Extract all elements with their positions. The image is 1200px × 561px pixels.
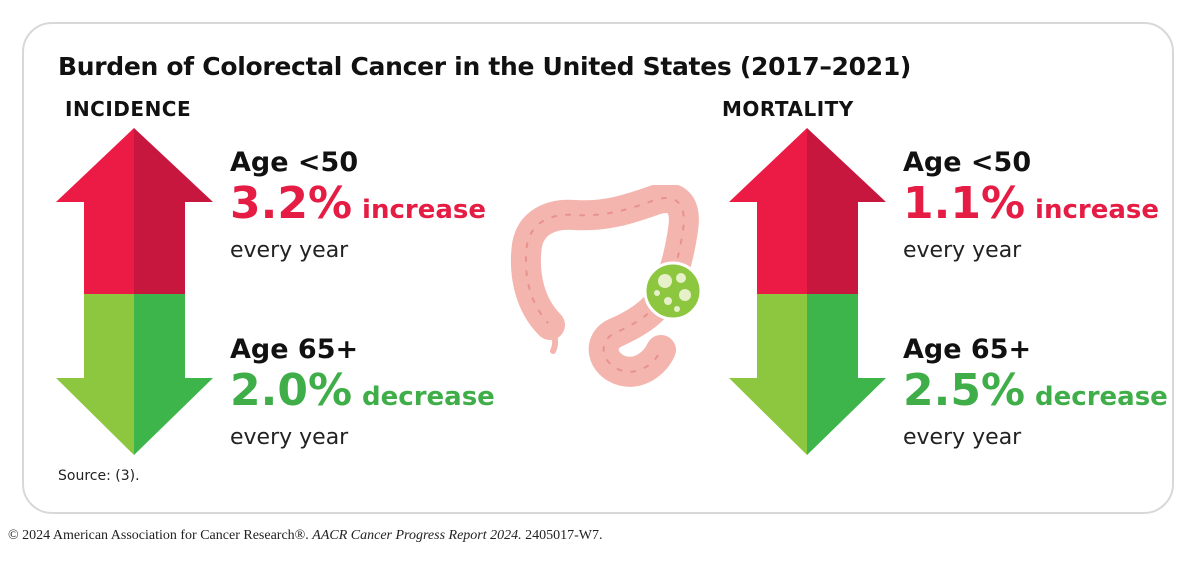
footer-code: 2405017-W7. — [521, 528, 603, 543]
mortality-old-age: Age 65+ — [903, 334, 1032, 365]
infographic-card — [22, 22, 1174, 514]
mortality-down-arrow-icon — [729, 294, 886, 455]
incidence-up-arrow-icon — [56, 128, 213, 294]
copyright-footer: © 2024 American Association for Cancer R… — [8, 528, 603, 544]
incidence-old-value: 2.0% — [230, 365, 353, 416]
mortality-old-stat: Age 65+ 2.5% decrease every year — [903, 333, 1168, 452]
infographic-title: Burden of Colorectal Cancer in the Unite… — [58, 52, 912, 81]
incidence-old-change: decrease — [362, 382, 495, 412]
incidence-old-period: every year — [230, 425, 349, 450]
incidence-young-period: every year — [230, 238, 349, 263]
mortality-young-age: Age <50 — [903, 147, 1032, 178]
footer-report: AACR Cancer Progress Report 2024. — [312, 528, 522, 543]
footer-org: © 2024 American Association for Cancer R… — [8, 528, 313, 543]
mortality-young-change: increase — [1035, 195, 1159, 225]
mortality-old-value: 2.5% — [903, 365, 1026, 416]
colon-illustration-icon — [510, 185, 703, 387]
incidence-label: INCIDENCE — [65, 97, 192, 121]
incidence-old-stat: Age 65+ 2.0% decrease every year — [230, 333, 495, 452]
mortality-label: MORTALITY — [722, 97, 854, 121]
mortality-up-arrow-icon — [729, 128, 886, 294]
incidence-young-stat: Age <50 3.2% increase every year — [230, 146, 486, 265]
mortality-young-period: every year — [903, 238, 1022, 263]
incidence-old-age: Age 65+ — [230, 334, 359, 365]
mortality-old-change: decrease — [1035, 382, 1168, 412]
mortality-old-period: every year — [903, 425, 1022, 450]
incidence-young-age: Age <50 — [230, 147, 359, 178]
source-note: Source: (3). — [58, 468, 140, 484]
mortality-young-stat: Age <50 1.1% increase every year — [903, 146, 1159, 265]
incidence-young-value: 3.2% — [230, 178, 353, 229]
incidence-young-change: increase — [362, 195, 486, 225]
incidence-down-arrow-icon — [56, 294, 213, 455]
mortality-young-value: 1.1% — [903, 178, 1026, 229]
